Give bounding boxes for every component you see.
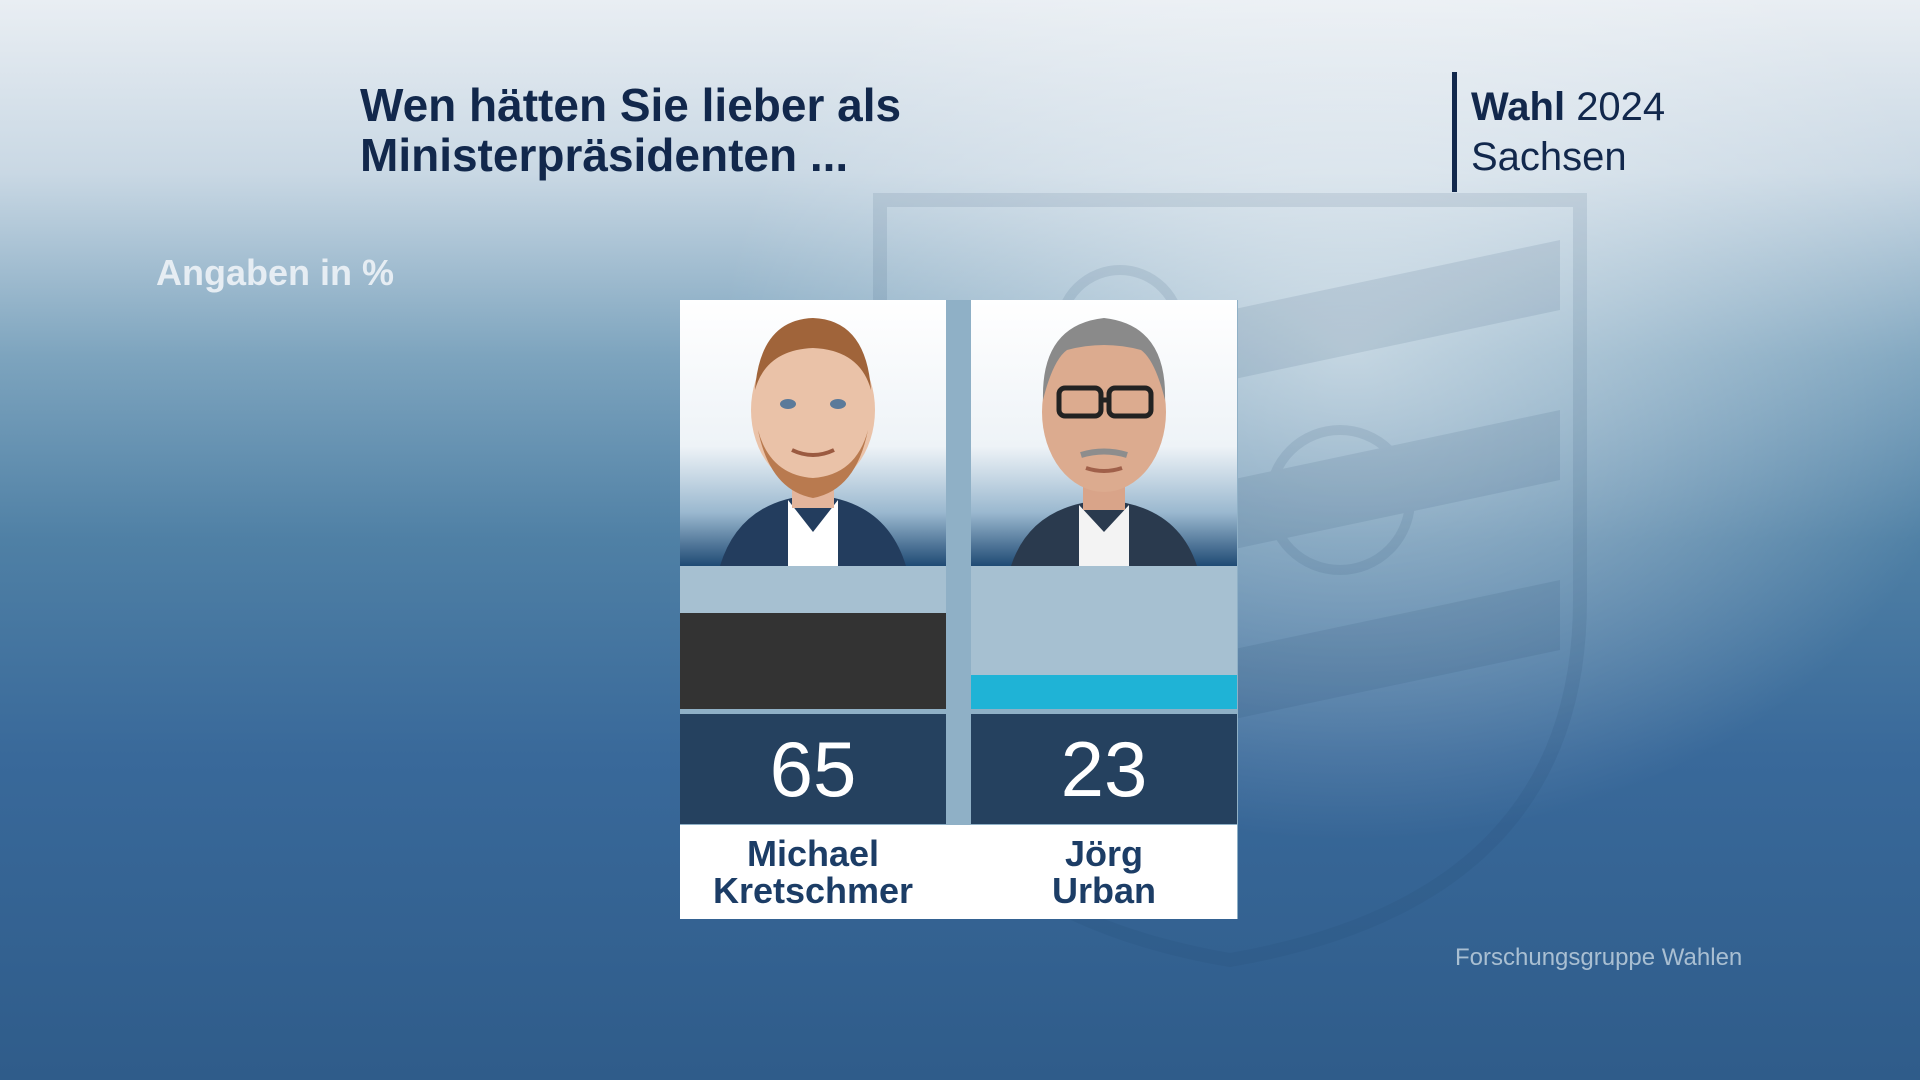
value-urban: 23	[971, 714, 1237, 824]
portrait-icon	[720, 318, 906, 566]
name-row-divider	[946, 825, 971, 919]
value-kretschmer: 65	[680, 714, 946, 824]
last-name-kretschmer: Kretschmer	[712, 870, 914, 911]
brand-year: 2024	[1576, 85, 1666, 129]
bar-track	[971, 566, 1237, 709]
bar-track	[680, 566, 946, 709]
brand-region: Sachsen	[1471, 135, 1627, 179]
candidate-column-urban: 23 Jörg Urban	[971, 300, 1237, 919]
source-label: Forschungsgruppe Wahlen	[1455, 944, 1743, 971]
candidate-photo-urban	[971, 300, 1237, 566]
first-name-urban: Jörg	[1064, 833, 1143, 874]
first-name-kretschmer: Michael	[746, 833, 880, 874]
chart-title: Wen hätten Sie lieber als Ministerpräsid…	[360, 80, 1160, 180]
chart-panel: 65 Michael Kretschmer 23	[680, 300, 1238, 919]
election-brand: Wahl 2024 Sachsen	[1452, 72, 1752, 192]
bar-kretschmer	[680, 613, 946, 709]
title-line-2: Ministerpräsidenten ...	[360, 129, 849, 181]
name-urban: Jörg Urban	[971, 825, 1237, 919]
bar-urban	[971, 675, 1237, 709]
brand-wahl: Wahl	[1471, 85, 1566, 129]
candidate-photo-kretschmer	[680, 300, 946, 566]
title-line-1: Wen hätten Sie lieber als	[360, 79, 902, 131]
last-name-urban: Urban	[1051, 870, 1156, 911]
unit-label: Angaben in %	[156, 252, 395, 293]
candidate-column-kretschmer: 65 Michael Kretschmer	[680, 300, 946, 919]
portrait-icon	[1011, 318, 1197, 566]
name-kretschmer: Michael Kretschmer	[680, 825, 946, 919]
